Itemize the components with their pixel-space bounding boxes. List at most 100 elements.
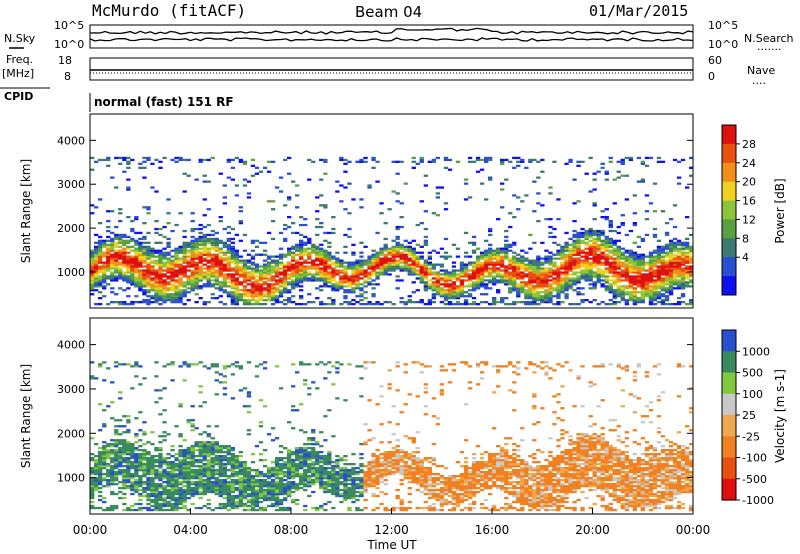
radar-cell bbox=[387, 249, 392, 252]
radar-cell bbox=[307, 273, 312, 276]
radar-cell bbox=[636, 275, 642, 278]
radar-cell bbox=[162, 461, 167, 464]
radar-cell bbox=[371, 158, 376, 162]
radar-cell bbox=[323, 273, 328, 276]
radar-cell bbox=[471, 287, 477, 290]
radar-cell bbox=[299, 289, 304, 292]
radar-cell bbox=[371, 265, 376, 268]
radar-cell bbox=[214, 257, 219, 260]
radar-cell bbox=[608, 291, 613, 294]
radar-cell bbox=[150, 483, 155, 486]
radar-cell bbox=[399, 269, 404, 272]
radar-cell bbox=[194, 255, 199, 258]
radar-cell bbox=[158, 477, 163, 480]
radar-cell bbox=[685, 257, 690, 260]
radar-cell bbox=[608, 303, 613, 306]
radar-cell bbox=[391, 251, 396, 254]
radar-cell bbox=[182, 303, 187, 306]
radar-cell bbox=[146, 277, 151, 280]
radar-cell bbox=[492, 301, 497, 304]
radar-cell bbox=[162, 281, 167, 284]
radar-cell bbox=[411, 273, 416, 276]
radar-cell bbox=[311, 247, 316, 250]
radar-cell bbox=[246, 487, 252, 490]
noise-left-label: N.Sky bbox=[4, 32, 36, 45]
radar-cell bbox=[508, 273, 513, 276]
radar-cell bbox=[363, 291, 368, 294]
radar-cell bbox=[202, 475, 207, 478]
radar-cell bbox=[226, 281, 232, 284]
radar-cell bbox=[355, 279, 360, 282]
radar-cell bbox=[174, 490, 179, 494]
radar-cell bbox=[154, 291, 159, 294]
radar-cell bbox=[170, 492, 175, 496]
radar-cell bbox=[198, 237, 203, 241]
radar-cell bbox=[283, 273, 288, 276]
radar-cell bbox=[174, 483, 179, 486]
radar-cell bbox=[190, 277, 195, 280]
radar-cell bbox=[664, 297, 670, 300]
radar-cell bbox=[488, 243, 493, 246]
radar-cell bbox=[218, 285, 223, 288]
radar-cell bbox=[624, 233, 630, 237]
radar-cell bbox=[258, 295, 264, 298]
radar-cell bbox=[190, 275, 195, 278]
radar-cell bbox=[504, 158, 509, 162]
radar-cell bbox=[355, 287, 360, 290]
radar-cell bbox=[102, 245, 107, 248]
radar-cell bbox=[114, 261, 119, 264]
radar-cell bbox=[676, 269, 682, 272]
radar-cell bbox=[122, 255, 127, 258]
radar-cell bbox=[202, 245, 207, 248]
radar-cell bbox=[266, 285, 272, 288]
radar-cell bbox=[126, 162, 131, 165]
radar-cell bbox=[351, 265, 356, 268]
radar-cell bbox=[134, 502, 139, 506]
radar-cell bbox=[588, 267, 593, 270]
radar-cell bbox=[419, 255, 424, 258]
radar-cell bbox=[624, 174, 630, 177]
radar-cell bbox=[644, 293, 650, 296]
radar-cell bbox=[126, 467, 131, 470]
radar-cell bbox=[266, 271, 272, 274]
radar-cell bbox=[106, 265, 111, 268]
radar-cell bbox=[524, 251, 529, 254]
radar-cell bbox=[278, 488, 284, 492]
radar-cell bbox=[278, 445, 284, 448]
radar-cell bbox=[198, 259, 203, 262]
radar-cell bbox=[504, 249, 509, 252]
radar-cell bbox=[415, 277, 420, 280]
radar-cell bbox=[556, 283, 561, 286]
radar-cell bbox=[262, 405, 268, 408]
radar-cell bbox=[592, 233, 597, 237]
radar-cell bbox=[640, 297, 646, 300]
radar-cell bbox=[335, 289, 340, 292]
radar-cell bbox=[98, 247, 103, 250]
radar-cell bbox=[479, 263, 485, 266]
radar-cell bbox=[238, 289, 244, 292]
radar-cell bbox=[206, 271, 211, 274]
radar-cell bbox=[134, 455, 139, 458]
radar-cell bbox=[435, 271, 441, 274]
radar-cell bbox=[612, 241, 617, 244]
radar-cell bbox=[174, 249, 179, 252]
radar-cell bbox=[319, 269, 324, 272]
radar-cell bbox=[190, 235, 195, 239]
radar-cell bbox=[668, 257, 674, 260]
radar-cell bbox=[262, 265, 268, 268]
radar-cell bbox=[689, 259, 694, 262]
radar-cell bbox=[166, 253, 171, 256]
radar-cell bbox=[102, 287, 107, 290]
radar-cell bbox=[110, 401, 115, 404]
radar-cell bbox=[194, 465, 199, 468]
radar-cell bbox=[580, 241, 585, 244]
radar-cell bbox=[439, 255, 445, 258]
radar-cell bbox=[399, 261, 404, 264]
radar-cell bbox=[94, 283, 99, 286]
radar-cell bbox=[600, 269, 605, 272]
radar-cell bbox=[451, 273, 457, 276]
radar-cell bbox=[327, 267, 332, 270]
radar-cell bbox=[186, 481, 191, 484]
radar-cell bbox=[303, 249, 308, 252]
radar-cell bbox=[548, 269, 553, 272]
